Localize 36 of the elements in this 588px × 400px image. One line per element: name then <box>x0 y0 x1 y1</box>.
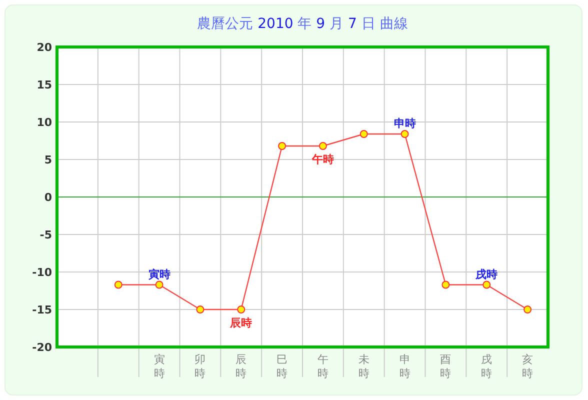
y-tick-label: -15 <box>32 304 52 316</box>
x-tick-label: 申時 <box>399 353 410 380</box>
point <box>318 142 327 150</box>
y-tick-label: -20 <box>32 341 52 354</box>
x-tick-label: 戌時 <box>481 353 492 380</box>
point <box>237 306 246 314</box>
y-tick-label: 0 <box>44 191 52 204</box>
point <box>360 130 368 138</box>
annotation: 戌時 <box>474 268 498 281</box>
x-tick-label: 辰時 <box>236 353 247 380</box>
x-tick-label: 午時 <box>317 353 328 380</box>
x-tick-label: 未時 <box>358 353 370 380</box>
y-tick-label: -10 <box>32 266 52 279</box>
y-tick-label: 10 <box>36 116 52 129</box>
point <box>482 280 491 289</box>
annotation: 寅時 <box>148 268 170 281</box>
point <box>524 306 532 314</box>
y-tick-label: 5 <box>44 154 52 166</box>
x-tick-label: 巳時 <box>276 353 288 380</box>
point <box>155 280 164 289</box>
point <box>278 142 286 150</box>
y-tick-label: -5 <box>40 228 52 242</box>
annotation: 申時 <box>394 117 416 130</box>
point <box>442 280 450 289</box>
chart-title: 農曆公元 2010 年 9 月 7 日 曲線 <box>197 16 408 32</box>
x-tick-label: 酉時 <box>440 353 452 380</box>
point <box>114 280 122 289</box>
y-tick-label: 15 <box>36 78 52 92</box>
y-tick-label: 20 <box>36 41 52 54</box>
point <box>196 306 204 314</box>
annotation: 午時 <box>310 153 334 166</box>
x-tick-label: 亥時 <box>522 353 534 380</box>
x-tick-label: 卯時 <box>194 353 206 380</box>
annotation: 辰時 <box>229 316 252 330</box>
x-tick-label: 寅時 <box>154 353 165 380</box>
point <box>400 130 409 138</box>
